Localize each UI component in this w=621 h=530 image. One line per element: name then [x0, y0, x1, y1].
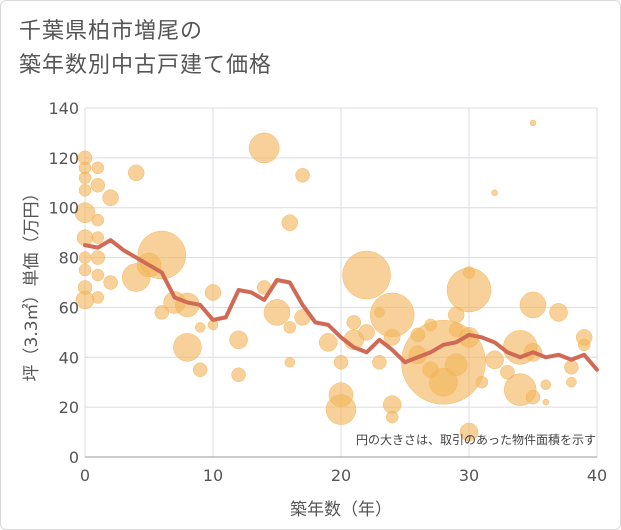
bubble-point [429, 367, 458, 397]
bubble-point [78, 263, 92, 277]
x-tick-label: 10 [203, 466, 223, 485]
chart-title-line1: 千葉県柏市増尾の [19, 19, 204, 44]
bubble-point [78, 184, 92, 197]
bubble-point [577, 338, 591, 352]
bubble-point [444, 353, 468, 377]
bubble-point [263, 299, 291, 326]
axis-ticks: 0 20 40 60 80 100 120 140 0 10 20 30 40 [48, 99, 607, 485]
bubble-point [475, 375, 489, 389]
y-axis-title: 坪（3.3㎡）単価（万円） [22, 184, 42, 381]
bubble-point [564, 360, 579, 375]
bubble-point [491, 189, 498, 197]
bubble-point [194, 322, 206, 333]
bubble-point [295, 168, 310, 183]
bubble-point [519, 291, 547, 319]
bubble-point [231, 367, 246, 382]
bubble-point [333, 355, 349, 370]
y-tick-label: 40 [59, 348, 79, 367]
bubble-point [192, 362, 208, 377]
bubble-point [342, 250, 391, 300]
bubble-point [90, 178, 106, 193]
chart-title-line2: 築年数別中古戸建て価格 [19, 53, 273, 78]
trend-line [83, 238, 599, 372]
bubble-point [248, 132, 280, 164]
bubble-point [154, 305, 170, 320]
chart-title: 千葉県柏市増尾の 築年数別中古戸建て価格 [19, 15, 272, 83]
bubble-point [549, 303, 568, 322]
bubble-point [78, 251, 92, 264]
x-axis-title: 築年数（年） [290, 500, 392, 520]
bubble-point [281, 214, 299, 231]
bubble-point [91, 291, 105, 304]
x-tick-label: 30 [459, 466, 479, 485]
y-tick-label: 100 [48, 199, 79, 218]
bubble-point [525, 389, 541, 405]
bubble-series [74, 119, 593, 442]
bubble-point [102, 189, 119, 206]
bubble-point [358, 324, 375, 341]
bubble-point [283, 321, 297, 334]
y-tick-label: 120 [48, 149, 79, 168]
bubble-point [91, 213, 105, 227]
x-tick-label: 0 [80, 466, 90, 485]
x-tick-label: 40 [587, 466, 607, 485]
bubble-point [566, 376, 577, 388]
y-tick-label: 80 [59, 249, 79, 268]
bubble-point [74, 202, 96, 223]
bubble-point [204, 284, 222, 301]
bubble-point [542, 398, 550, 406]
bubble-point [459, 422, 479, 442]
bubble-point [173, 333, 202, 362]
bubble-point [529, 119, 537, 127]
bubble-point [446, 267, 492, 313]
bubble-point [325, 394, 357, 425]
bubble-point [500, 364, 515, 380]
bubble-point [383, 329, 401, 346]
y-tick-label: 20 [59, 398, 79, 417]
bubble-point [91, 268, 105, 282]
y-tick-label: 0 [69, 448, 79, 467]
bubble-point [284, 357, 296, 368]
bubble-point [540, 379, 552, 390]
y-tick-label: 60 [59, 298, 79, 317]
trend-line-series [83, 238, 599, 372]
bubble-point [318, 333, 338, 352]
size-note: 円の大きさは、取引のあった物件面積を示す [356, 432, 596, 447]
bubble-point [485, 350, 504, 370]
bubble-point [229, 330, 248, 350]
bubble-point [78, 171, 92, 185]
bubble-point [385, 410, 399, 424]
bubble-point [91, 161, 105, 175]
bubble-point [127, 164, 145, 182]
y-tick-label: 140 [48, 99, 79, 118]
bubble-point [103, 275, 118, 290]
bubble-point [346, 315, 362, 330]
bubble-point [90, 250, 106, 265]
x-tick-label: 20 [331, 466, 351, 485]
bubble-point [91, 231, 105, 244]
bubble-point [372, 355, 387, 370]
